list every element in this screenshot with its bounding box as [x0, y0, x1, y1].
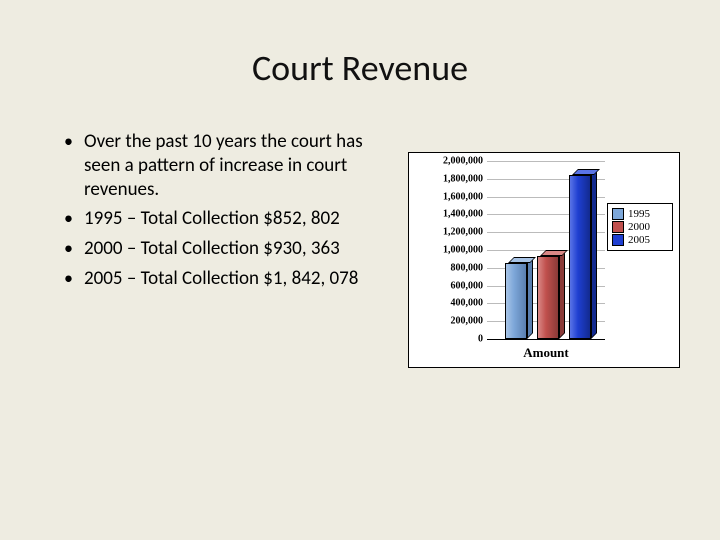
bullet-item: 2005 – Total Collection $1, 842, 078	[64, 267, 364, 291]
chart-bar-2005	[569, 175, 591, 339]
bullet-item: Over the past 10 years the court has see…	[64, 130, 364, 201]
legend-label: 2005	[628, 234, 650, 246]
chart-plot-area	[487, 161, 605, 340]
slide-title: Court Revenue	[0, 46, 720, 90]
chart-ytick: 600,000	[451, 280, 484, 291]
legend-label: 1995	[628, 208, 650, 220]
chart-ytick: 400,000	[451, 298, 484, 309]
chart-ytick: 800,000	[451, 262, 484, 273]
legend-label: 2000	[628, 221, 650, 233]
legend-item-2000: 2000	[612, 221, 668, 233]
bullet-list: Over the past 10 years the court has see…	[64, 130, 364, 297]
chart-ytick: 200,000	[451, 316, 484, 327]
chart-legend: 199520002005	[607, 203, 673, 251]
chart-bar-2000	[537, 256, 559, 339]
legend-item-2005: 2005	[612, 234, 668, 246]
chart-ytick: 2,000,000	[443, 156, 483, 167]
chart-ytick: 1,000,000	[443, 245, 483, 256]
chart-bar-1995	[505, 263, 527, 339]
chart-gridline	[487, 161, 605, 162]
bullet-item: 2000 – Total Collection $930, 363	[64, 237, 364, 261]
legend-swatch	[612, 221, 624, 233]
chart-ytick: 1,400,000	[443, 209, 483, 220]
chart-ytick: 1,200,000	[443, 227, 483, 238]
chart-ytick: 0	[478, 334, 483, 345]
bullet-item: 1995 – Total Collection $852, 802	[64, 207, 364, 231]
legend-item-1995: 1995	[612, 208, 668, 220]
legend-swatch	[612, 208, 624, 220]
revenue-chart: Amount 199520002005 0 200,000 400,000 600,0…	[408, 152, 680, 368]
chart-ytick: 1,800,000	[443, 173, 483, 184]
chart-ytick: 1,600,000	[443, 191, 483, 202]
chart-x-label: Amount	[487, 345, 605, 361]
legend-swatch	[612, 234, 624, 246]
